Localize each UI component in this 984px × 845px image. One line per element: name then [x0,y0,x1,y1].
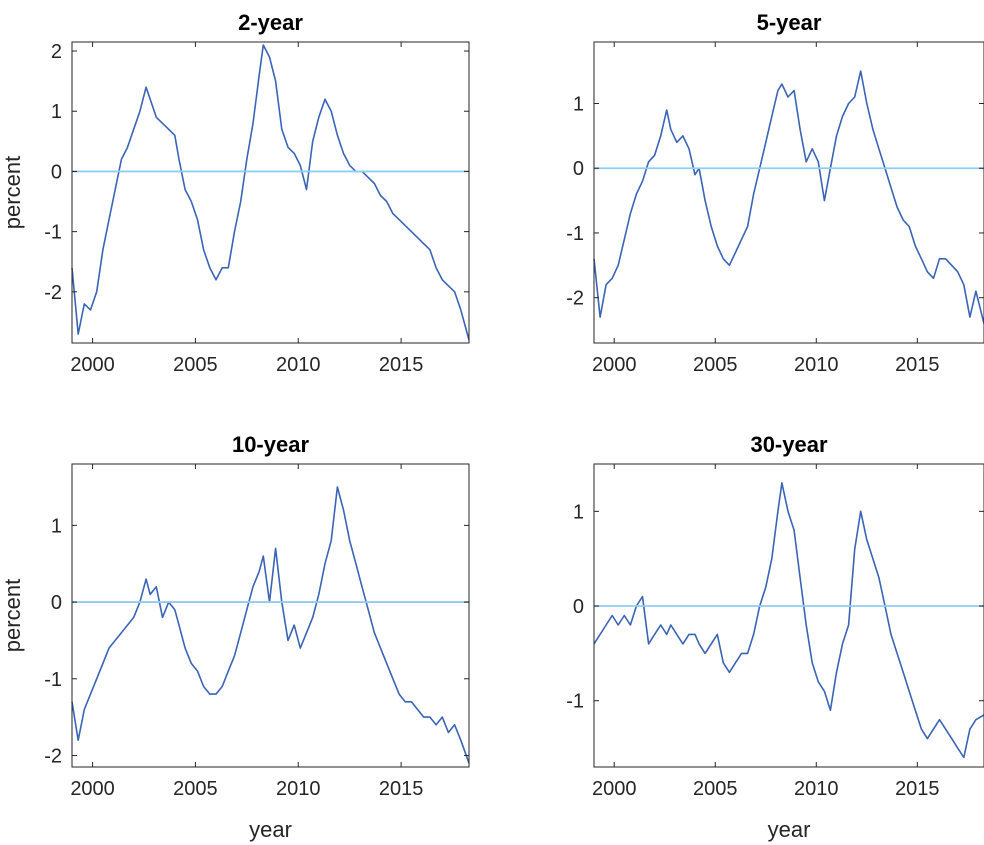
x-tick-label: 2015 [379,778,424,800]
y-tick-label: -2 [566,288,584,310]
panel-30-year: 2000 2005 2010 2015 -1 0 1 30-year year [566,432,984,842]
panel-title: 30-year [750,432,828,457]
plot-area [72,42,469,343]
ticks-layer: 2000 2005 2010 2015 -2 -1 0 1 [566,42,984,376]
y-tick-label: 1 [51,515,62,537]
x-tick-label: 2000 [70,354,115,376]
axes-box [593,41,984,344]
axes-box [71,41,470,344]
y-tick-label: 0 [573,596,584,618]
y-tick-label: -1 [566,223,584,245]
x-tick-label: 2005 [693,778,738,800]
y-axis-label: percent [0,156,25,229]
plot-area [72,464,469,767]
series-layer [71,44,470,341]
axes-box [593,463,984,768]
x-tick-label: 2005 [173,354,218,376]
y-tick-label: 0 [51,161,62,183]
x-tick-label: 2010 [794,354,839,376]
axes-box [71,463,470,768]
x-tick-label: 2015 [895,778,940,800]
series-layer [593,482,984,759]
ticks-layer: 2000 2005 2010 2015 -1 0 1 [566,464,984,800]
x-tick-label: 2000 [70,778,115,800]
x-axis-label: year [249,817,292,842]
y-tick-label: 0 [573,158,584,180]
x-tick-label: 2010 [276,354,321,376]
series-layer [593,70,984,324]
ticks-layer: 2000 2005 2010 2015 -2 -1 0 1 [44,464,469,800]
y-tick-label: -1 [44,669,62,691]
panel-5-year: 2000 2005 2010 2015 -2 -1 0 1 5-year [566,10,984,376]
y-tick-label: -2 [44,282,62,304]
x-tick-label: 2015 [379,354,424,376]
y-tick-label: -1 [566,691,584,713]
x-tick-label: 2010 [794,778,839,800]
ticks-layer: 2000 2005 2010 2015 -2 -1 0 1 2 [44,41,469,376]
series-layer [71,486,470,764]
y-axis-label: percent [0,579,25,652]
panel-2-year: 2000 2005 2010 2015 -2 -1 0 1 2 2-year percent [0,10,470,376]
series-line [71,486,470,764]
x-tick-label: 2000 [592,354,637,376]
x-axis-label: year [768,817,811,842]
series-line [593,482,984,759]
panel-10-year: 2000 2005 2010 2015 -2 -1 0 1 10-year percent y… [0,432,470,842]
y-tick-label: 0 [51,592,62,614]
y-tick-label: 1 [573,93,584,115]
y-tick-label: -1 [44,222,62,244]
x-tick-label: 2010 [276,778,321,800]
x-tick-label: 2000 [592,778,637,800]
panel-title: 2-year [238,10,303,35]
y-tick-label: 2 [51,41,62,63]
y-tick-label: 1 [51,101,62,123]
x-tick-label: 2015 [895,354,940,376]
plot-area [594,42,984,343]
y-tick-label: -2 [44,745,62,767]
panel-title: 5-year [757,10,822,35]
y-tick-label: 1 [573,501,584,523]
panel-title: 10-year [232,432,310,457]
plot-area [594,464,984,767]
series-line [593,70,984,324]
x-tick-label: 2005 [173,778,218,800]
series-line [71,44,470,341]
x-tick-label: 2005 [693,354,738,376]
